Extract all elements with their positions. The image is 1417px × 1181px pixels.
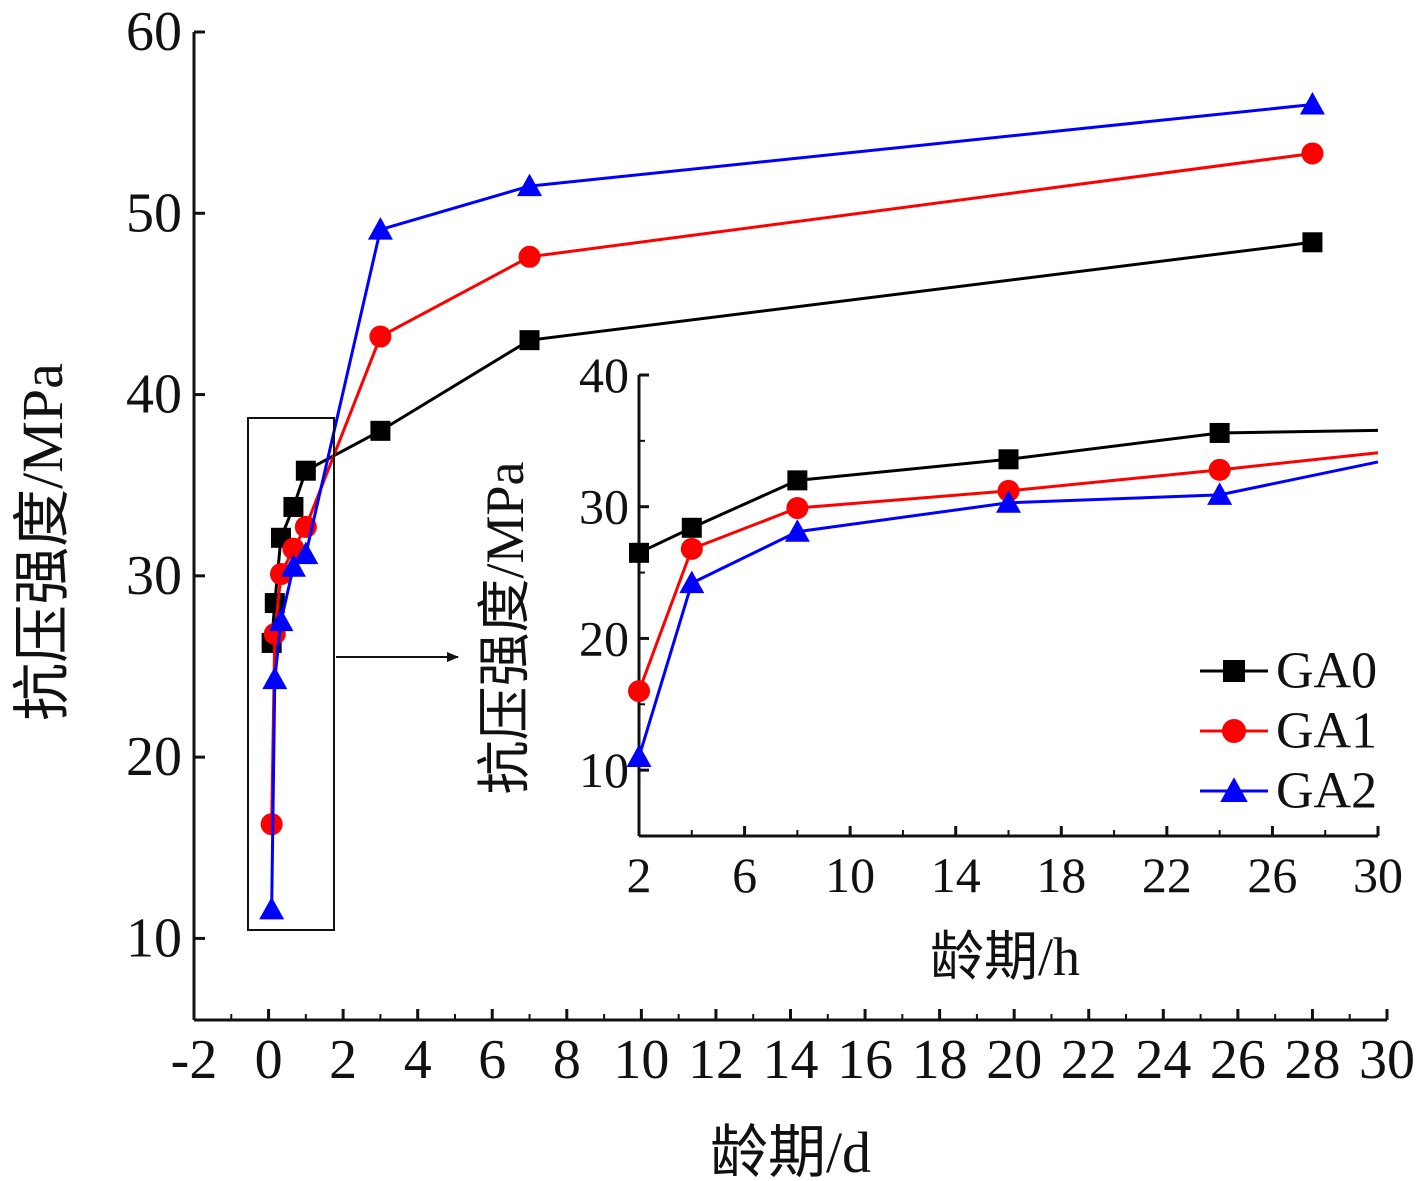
inset-y-tick-label: 40	[579, 347, 629, 403]
inset-data-point-GA0	[998, 449, 1019, 470]
x-tick-label: 0	[255, 1029, 283, 1091]
inset-series-GA1	[628, 451, 1379, 703]
inset-data-point-GA1	[680, 537, 703, 560]
data-point-GA2	[259, 896, 285, 920]
data-point-GA0	[519, 330, 540, 351]
legend-marker-GA0	[1223, 660, 1245, 682]
data-point-GA2	[517, 173, 543, 197]
x-tick-label: 12	[688, 1029, 744, 1091]
inset-series-GA2	[626, 460, 1379, 767]
zoom-annotation	[247, 417, 459, 931]
inset-data-point-GA2	[626, 744, 652, 767]
data-point-GA0	[283, 496, 304, 517]
x-tick-label: 4	[404, 1029, 432, 1091]
data-point-GA0	[295, 460, 316, 481]
legend-label-GA1: GA1	[1276, 703, 1377, 760]
legend-item-GA2: GA2	[1200, 763, 1377, 820]
x-tick-label: 24	[1135, 1029, 1191, 1091]
inset-y-tick-label: 10	[579, 742, 629, 798]
inset-data-point-GA1	[786, 497, 809, 520]
inset-data-point-GA2	[1207, 482, 1233, 505]
inset-x-tick-label: 14	[931, 847, 981, 903]
inset-x-tick-label: 6	[732, 847, 757, 903]
x-tick-label: 16	[837, 1029, 893, 1091]
x-tick-label: 30	[1359, 1029, 1415, 1091]
legend-label-GA2: GA2	[1276, 763, 1377, 820]
data-point-GA0	[370, 420, 391, 441]
data-point-GA0	[1302, 232, 1323, 253]
data-point-GA2	[1299, 92, 1325, 115]
legend-label-GA0: GA0	[1276, 643, 1377, 700]
inset-data-point-GA2	[679, 570, 705, 594]
x-tick-label: 22	[1061, 1029, 1117, 1091]
data-point-GA0	[264, 593, 285, 614]
data-point-GA1	[1301, 142, 1324, 165]
data-point-GA2	[268, 608, 294, 632]
inset-x-tick-label: 26	[1247, 847, 1297, 903]
x-tick-label: 18	[912, 1029, 968, 1091]
data-point-GA1	[518, 245, 541, 268]
x-tick-label: 14	[763, 1029, 819, 1091]
x-axis-title: 龄期/d	[710, 1120, 871, 1181]
inset-data-point-GA1	[1208, 458, 1231, 481]
series-line-GA0	[270, 240, 1313, 644]
data-point-GA1	[369, 325, 392, 348]
legend-item-GA0: GA0	[1200, 643, 1377, 700]
data-point-GA2	[262, 666, 288, 690]
zoom-box	[247, 417, 335, 931]
inset-x-axis-title: 龄期/h	[930, 927, 1080, 987]
series-GA2	[259, 92, 1325, 920]
y-tick-label: 30	[126, 545, 182, 607]
y-tick-label: 10	[126, 907, 182, 969]
data-point-GA2	[293, 541, 319, 565]
y-tick-label: 50	[126, 182, 182, 244]
inset-y-axis-title: 抗压强度/MPa	[475, 461, 535, 794]
y-axis-title: 抗压强度/MPa	[10, 363, 75, 721]
inset-data-point-GA0	[787, 470, 808, 491]
inset-series-line-GA1	[637, 451, 1379, 692]
inset-y-tick-label: 30	[579, 479, 629, 535]
inset-x-tick-label: 18	[1036, 847, 1086, 903]
inset-data-point-GA2	[784, 519, 810, 542]
x-tick-label: -2	[171, 1029, 218, 1091]
x-tick-label: 2	[329, 1029, 357, 1091]
inset-series-line-GA2	[637, 460, 1379, 758]
inset-data-point-GA0	[629, 542, 649, 563]
x-tick-label: 20	[986, 1029, 1042, 1091]
y-tick-label: 40	[126, 364, 182, 426]
legend-item-GA1: GA1	[1200, 703, 1377, 760]
inset-series	[626, 422, 1379, 767]
legend-marker-GA2	[1220, 777, 1248, 802]
data-point-GA2	[367, 217, 393, 240]
inset-data-point-GA1	[628, 680, 650, 703]
x-tick-label: 28	[1284, 1029, 1340, 1091]
inset-data-point-GA2	[996, 490, 1021, 513]
x-tick-label: 6	[478, 1029, 506, 1091]
data-point-GA2	[280, 554, 306, 577]
inset-y-tick-label: 20	[579, 610, 629, 666]
inset-x-tick-label: 30	[1353, 847, 1403, 903]
inset-data-point-GA0	[681, 517, 702, 538]
inset-x-tick-label: 22	[1142, 847, 1192, 903]
series-GA0	[261, 232, 1323, 653]
y-tick-label: 60	[126, 1, 182, 63]
x-tick-label: 10	[613, 1029, 669, 1091]
x-tick-label: 8	[553, 1029, 581, 1091]
main-series	[259, 92, 1325, 920]
inset-x-tick-label: 2	[627, 847, 652, 903]
legend-marker-GA1	[1222, 719, 1246, 743]
inset-series-GA0	[629, 422, 1379, 563]
inset-data-point-GA0	[1209, 422, 1230, 443]
x-tick-label: 26	[1210, 1029, 1266, 1091]
y-tick-label: 20	[126, 726, 182, 788]
inset-x-tick-label: 10	[825, 847, 875, 903]
